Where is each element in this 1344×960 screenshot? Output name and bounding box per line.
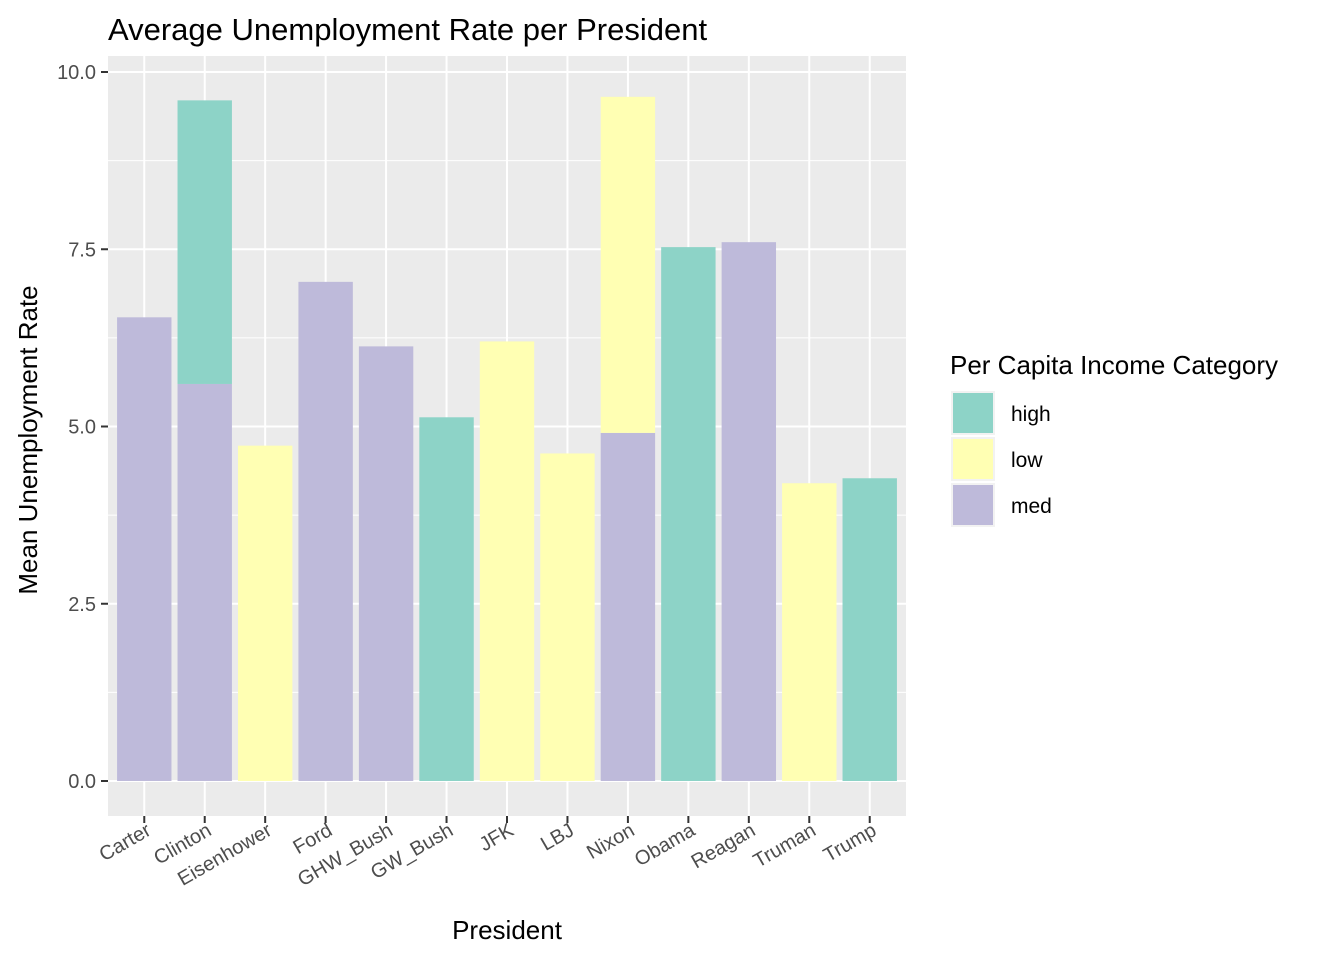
legend-title: Per Capita Income Category [950,350,1278,380]
bar-truman-low [782,483,837,781]
bar-nixon-low [600,96,656,433]
x-tick-label: Trump [820,819,880,867]
bar-carter-med [117,317,172,781]
bar-obama-high [661,247,716,782]
y-tick-label: 5.0 [68,417,96,439]
y-tick-label: 2.5 [68,594,96,616]
bars [117,96,897,782]
bar-clinton-med [177,383,232,781]
y-axis: 0.0 2.5 5.0 7.5 10.0 [57,62,108,793]
legend: Per Capita Income Category high low med [950,350,1278,527]
legend-swatch-med [953,485,993,525]
bar-reagan-med [721,242,777,781]
bar-trump-high [842,478,897,781]
x-tick-label: Nixon [583,819,638,864]
bar-ford-med [298,281,353,781]
x-tick-label: Obama [631,819,700,871]
bar-gw-bush-high [419,417,474,781]
y-tick-label: 10.0 [57,62,96,84]
bar-jfk-low [479,341,535,781]
x-tick-label: LBJ [537,819,578,855]
bar-lbj-low [540,453,595,781]
y-tick-label: 0.0 [68,771,96,793]
bar-clinton-high [177,100,232,384]
x-tick-label: Carter [96,819,155,866]
bar-eisenhower-low [237,445,293,781]
chart-title: Average Unemployment Rate per President [108,12,707,47]
legend-swatch-low [953,439,993,479]
y-axis-title: Mean Unemployment Rate [13,285,43,594]
legend-swatch-high [953,393,993,433]
x-tick-label: Truman [750,819,820,872]
x-tick-label: JFK [476,819,518,856]
legend-label-low: low [1011,449,1043,472]
legend-label-med: med [1011,495,1052,518]
y-tick-label: 7.5 [68,239,96,261]
legend-label-high: high [1011,403,1051,426]
bar-ghw-bush-med [358,346,414,781]
x-axis-title: President [452,915,563,945]
x-tick-label: Reagan [688,819,760,873]
bar-nixon-med [600,432,656,781]
